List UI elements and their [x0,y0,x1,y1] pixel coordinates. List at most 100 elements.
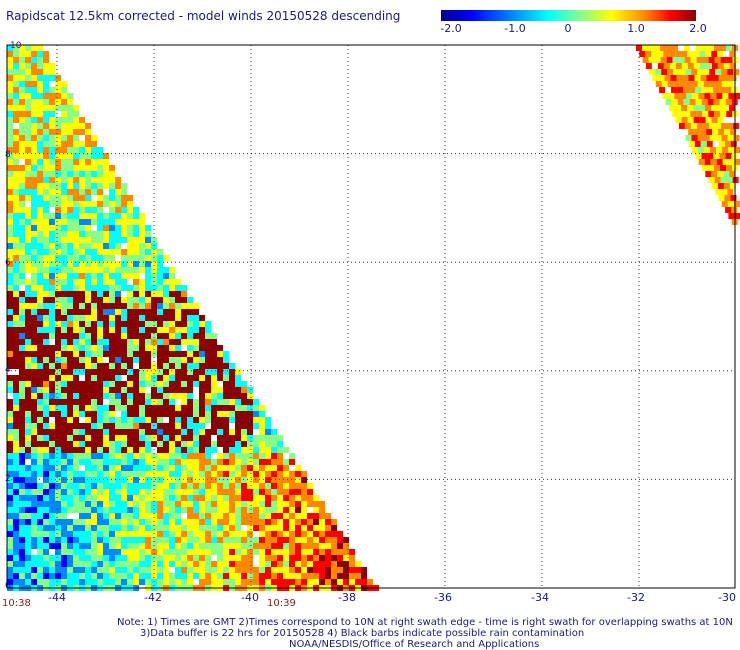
wind-cell [67,159,73,165]
wind-cell [307,549,313,555]
wind-cell [31,165,37,171]
wind-cell [31,45,37,51]
wind-cell [271,519,277,525]
wind-cell [19,429,25,435]
wind-cell [732,57,739,63]
wind-cell [139,375,145,381]
wind-cell [25,123,31,129]
wind-cell [657,51,664,57]
wind-cell [217,555,223,561]
wind-cell [7,573,13,579]
wind-cell [49,75,55,81]
wind-cell [115,309,121,315]
wind-cell [79,249,85,255]
wind-cell [25,225,31,231]
wind-cell [91,525,97,531]
wind-cell [19,531,25,537]
wind-cell [115,549,121,555]
wind-cell [151,369,157,375]
wind-cell [31,543,37,549]
wind-cell [103,507,109,513]
wind-cell [175,369,181,375]
wind-cell [25,213,31,219]
wind-cell [163,333,169,339]
wind-cell [85,399,91,405]
wind-cell [295,477,301,483]
wind-cell [43,231,49,237]
wind-cell [289,549,295,555]
wind-cell [253,429,259,435]
wind-cell [133,549,139,555]
wind-cell [61,477,67,483]
wind-cell [229,549,235,555]
wind-cell [145,357,151,363]
wind-cell [31,573,37,579]
wind-cell [139,273,145,279]
wind-cell [55,249,61,255]
wind-cell [139,351,145,357]
wind-cell [97,261,103,267]
wind-cell [7,477,13,483]
wind-cell [97,465,103,471]
wind-cell [133,273,139,279]
wind-cell [181,519,187,525]
wind-cell [696,123,703,129]
wind-cell [672,111,679,117]
wind-cell [139,531,145,537]
wind-cell [49,477,55,483]
wind-cell [139,261,145,267]
wind-cell [7,453,13,459]
wind-cell [61,321,67,327]
wind-cell [13,477,19,483]
wind-cell [157,315,163,321]
wind-cell [187,327,193,333]
wind-cell [145,489,151,495]
wind-cell [31,501,37,507]
wind-cell [97,309,103,315]
wind-cell [61,309,67,315]
wind-cell [85,423,91,429]
wind-cell [229,537,235,543]
wind-cell [133,543,139,549]
wind-cell [139,381,145,387]
wind-cell [121,351,127,357]
wind-cell [127,333,133,339]
wind-cell [139,285,145,291]
wind-cell [79,231,85,237]
wind-cell [79,495,85,501]
wind-cell [723,171,730,177]
wind-cell [49,243,55,249]
wind-cell [121,213,127,219]
wind-cell [121,207,127,213]
wind-cell [109,573,115,579]
wind-cell [55,165,61,171]
wind-cell [121,285,127,291]
wind-cell [325,519,331,525]
wind-cell [97,519,103,525]
wind-cell [217,423,223,429]
wind-cell [73,285,79,291]
wind-cell [229,483,235,489]
wind-cell [55,213,61,219]
wind-cell [109,579,115,585]
wind-cell [55,363,61,369]
wind-cell [103,489,109,495]
wind-cell [97,267,103,273]
wind-cell [109,207,115,213]
wind-cell [91,171,97,177]
wind-cell [49,543,55,549]
wind-cell [13,489,19,495]
wind-cell [157,261,163,267]
wind-cell [235,561,241,567]
wind-cell [37,81,43,87]
wind-cell [145,537,151,543]
wind-cell [139,339,145,345]
wind-cell [79,219,85,225]
wind-cell [67,165,73,171]
wind-cell [79,189,85,195]
wind-cell [319,537,325,543]
wind-cell [31,201,37,207]
wind-cell [25,513,31,519]
wind-cell [726,111,733,117]
wind-cell [7,75,13,81]
